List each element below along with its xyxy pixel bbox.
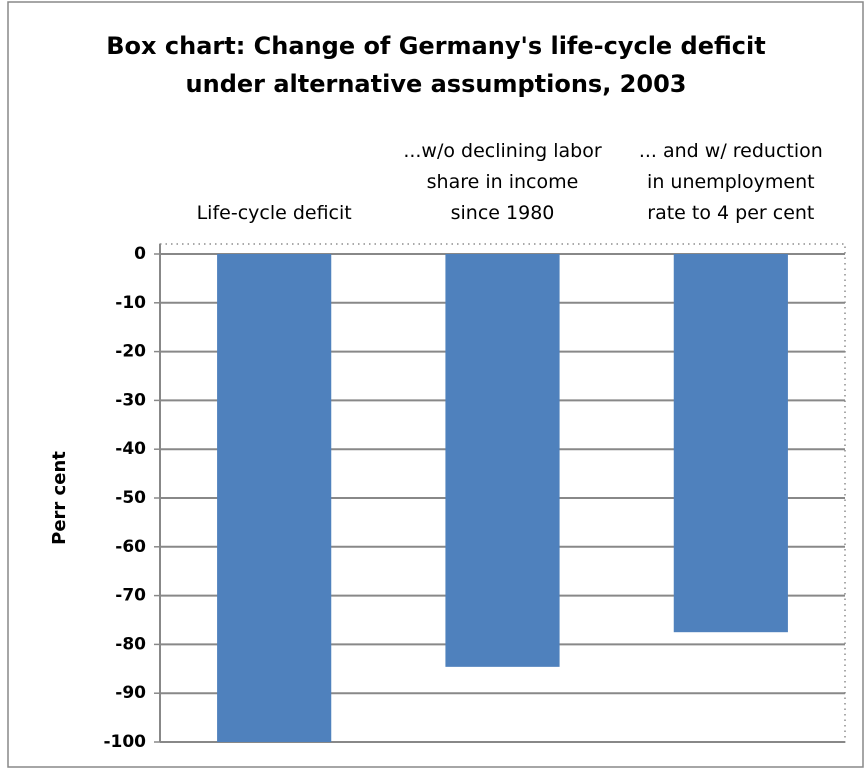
y-tick-label: -50 — [115, 488, 146, 508]
y-tick-label: -70 — [115, 586, 146, 606]
category-label: ...w/o declining labor share in income sin… — [403, 140, 602, 224]
y-tick-label: -90 — [115, 683, 146, 703]
bar — [217, 254, 332, 742]
y-axis-label: Perr cent — [49, 451, 70, 545]
bar — [445, 254, 560, 667]
y-tick-label: -60 — [115, 537, 146, 557]
category-label: Life-cycle deficit — [197, 202, 352, 224]
y-tick-label: -80 — [115, 634, 146, 654]
y-tick-label: -20 — [115, 342, 146, 362]
y-tick-label: -100 — [103, 732, 146, 752]
y-tick-label: -30 — [115, 390, 146, 410]
chart-frame — [7, 1, 864, 768]
category-label: ... and w/ reduction in unemployment rate … — [639, 140, 823, 224]
y-tick-label: -10 — [115, 293, 146, 313]
y-tick-label: -40 — [115, 439, 146, 459]
plot-area — [159, 243, 846, 743]
y-tick-label: 0 — [134, 244, 146, 264]
bar — [673, 254, 788, 633]
chart-title: Box chart: Change of Germany's life-cycl… — [106, 32, 765, 98]
